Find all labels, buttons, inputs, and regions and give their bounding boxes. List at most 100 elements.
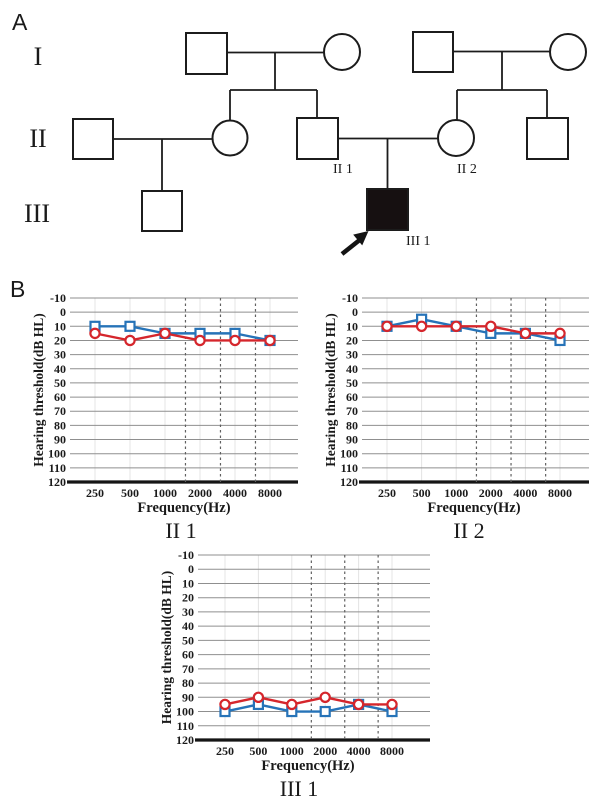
pedigree-individual-I-4	[549, 33, 587, 71]
x-tick-label: 250	[216, 744, 234, 758]
y-tick-label: 50	[346, 376, 358, 390]
pedigree-diagram: II 1 II 2 III 1	[72, 31, 587, 256]
generation-label-2: II	[29, 124, 46, 153]
pedigree-label-II-1: II 1	[333, 162, 353, 177]
marker-square	[319, 705, 331, 718]
marker-circle	[554, 327, 566, 340]
marker-circle	[124, 334, 136, 347]
x-tick-label: 500	[249, 744, 267, 758]
y-tick-label: 120	[340, 475, 358, 489]
marker-circle	[286, 698, 298, 711]
pedigree-individual-II-1	[296, 117, 339, 160]
pedigree-individual-II-2	[437, 119, 475, 157]
series-line-red-circles	[94, 332, 270, 342]
pedigree-individual-II-b	[211, 119, 249, 157]
y-tick-label: 50	[54, 376, 66, 390]
series-line-blue-squares	[386, 318, 561, 342]
marker-circle	[519, 327, 532, 340]
x-tick-label: 250	[378, 486, 396, 500]
proband-arrow-head	[353, 231, 369, 246]
y-tick-label: 30	[346, 348, 358, 362]
x-tick-label: 4000	[513, 486, 537, 500]
x-tick-label: 2000	[188, 486, 212, 500]
y-tick-label: 90	[346, 433, 358, 447]
y-tick-label: 60	[346, 390, 358, 404]
marker-circle	[264, 334, 276, 347]
y-tick-label: 80	[182, 676, 194, 690]
x-tick-label: 500	[121, 486, 139, 500]
y-tick-label: 90	[182, 690, 194, 704]
y-tick-label: 80	[54, 418, 66, 432]
pedigree-relationship-lines	[113, 50, 550, 191]
y-tick-label: 100	[48, 447, 66, 461]
marker-circle	[415, 320, 428, 333]
panel-a-label: A	[12, 9, 28, 35]
pedigree-individual-III-a	[141, 190, 183, 232]
x-tick-label: 8000	[548, 486, 572, 500]
y-tick-label: 0	[188, 562, 194, 576]
x-tick-label: 500	[413, 486, 431, 500]
y-tick-label: 120	[48, 475, 66, 489]
y-tick-label: 10	[54, 319, 66, 333]
y-tick-label: 30	[54, 348, 66, 362]
y-tick-label: 80	[346, 418, 358, 432]
y-tick-label: 0	[352, 305, 358, 319]
marker-square	[124, 320, 136, 332]
pedigree-individual-II-a	[72, 118, 114, 160]
marker-circle	[450, 320, 462, 333]
x-axis-title: Frequency(Hz)	[137, 500, 230, 516]
x-tick-label: 1000	[444, 486, 468, 500]
y-tick-label: 20	[182, 591, 194, 605]
proband-arrow-icon	[340, 231, 369, 256]
series-line-blue-squares	[95, 325, 271, 342]
y-axis-title: Hearing threshold(dB HL)	[159, 571, 174, 725]
y-tick-label: 60	[182, 648, 194, 662]
y-tick-label: 30	[182, 605, 194, 619]
y-tick-label: -10	[50, 291, 66, 305]
y-tick-label: 70	[346, 404, 358, 418]
marker-circle	[319, 691, 331, 704]
generation-label-1: I	[34, 42, 43, 71]
series-line-red-circles	[224, 696, 392, 706]
panel-b-label: B	[10, 276, 25, 302]
pedigree-individual-I-1	[185, 32, 228, 75]
x-tick-label: 2000	[313, 744, 337, 758]
x-tick-label: 4000	[223, 486, 247, 500]
x-axis-title: Frequency(Hz)	[427, 500, 520, 516]
y-tick-label: 100	[176, 705, 194, 719]
marker-circle	[485, 320, 497, 333]
y-tick-label: 70	[54, 404, 66, 418]
y-tick-label: 10	[346, 319, 358, 333]
pedigree-individual-I-2	[323, 33, 361, 71]
x-tick-label: 8000	[258, 486, 282, 500]
y-tick-label: 20	[54, 333, 66, 347]
y-tick-label: 40	[346, 362, 358, 376]
x-tick-label: 1000	[153, 486, 177, 500]
y-axis-title: Hearing threshold(dB HL)	[31, 313, 46, 467]
marker-circle	[89, 327, 101, 340]
marker-circle	[194, 334, 206, 347]
y-tick-label: 40	[182, 619, 194, 633]
marker-circle	[386, 698, 398, 711]
marker-circle	[159, 327, 171, 340]
y-tick-label: 20	[346, 333, 358, 347]
y-tick-label: 60	[54, 390, 66, 404]
y-tick-label: 70	[182, 662, 194, 676]
marker-circle	[252, 691, 265, 704]
marker-circle	[229, 334, 241, 347]
x-tick-label: 2000	[479, 486, 503, 500]
proband-arrow-shaft	[340, 238, 361, 256]
pedigree-label-III-1: III 1	[406, 234, 431, 249]
pedigree-label-II-2: II 2	[457, 162, 477, 177]
marker-circle	[352, 698, 365, 711]
y-tick-label: 10	[182, 576, 194, 590]
pedigree-individual-I-3	[412, 31, 454, 73]
y-tick-label: 0	[60, 305, 66, 319]
x-tick-label: 8000	[380, 744, 404, 758]
chart-title-II-2: II 2	[453, 518, 484, 543]
y-tick-label: -10	[342, 291, 358, 305]
